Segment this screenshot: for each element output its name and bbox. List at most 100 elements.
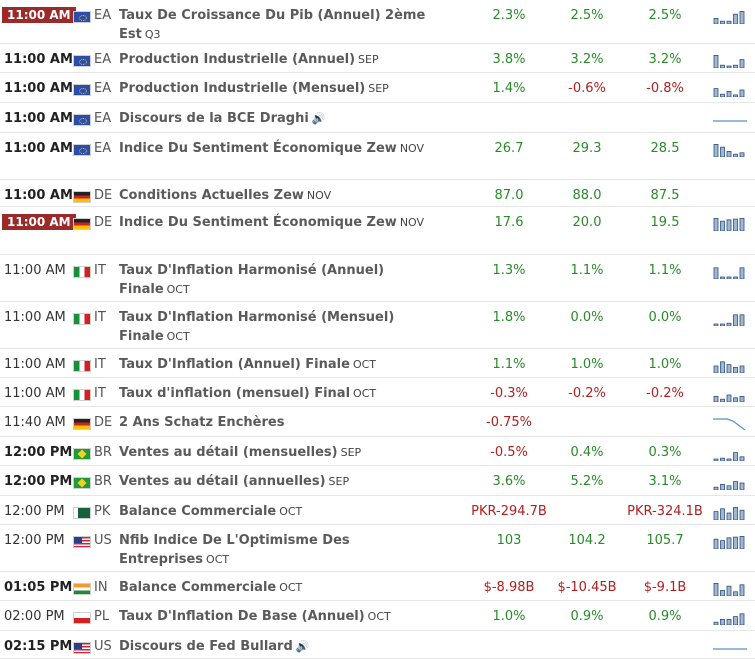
event-name[interactable]: Conditions Actuelles Zew NOV	[119, 186, 459, 205]
event-name[interactable]: Ventes au détail (mensuelles) SEP	[119, 443, 459, 462]
event-title[interactable]: Production Industrielle (Annuel)	[119, 52, 356, 67]
event-name[interactable]: Taux d'inflation (mensuel) Final OCT	[119, 384, 459, 403]
flag-eu-icon	[73, 144, 91, 156]
country-code: PL	[94, 609, 110, 624]
table-row[interactable]: 11:40 AM DE 2 Ans Schatz Enchères -0.75%	[0, 407, 755, 437]
event-title[interactable]: Production Industrielle (Mensuel)	[119, 81, 366, 96]
table-row[interactable]: 11:00 AM IT Taux D'Inflation Harmonisé (Me…	[0, 302, 755, 349]
mini-chart-icon[interactable]	[713, 504, 747, 520]
event-title[interactable]: Ventes au détail (annuelles)	[119, 474, 326, 489]
forecast-value: -0.2%	[568, 386, 606, 401]
speaker-icon[interactable]: 🔊	[295, 640, 310, 653]
table-row[interactable]: 11:00 AM IT Taux d'inflation (mensuel) Fin…	[0, 378, 755, 407]
forecast-value: 1.0%	[570, 357, 604, 372]
mini-chart-icon[interactable]	[713, 580, 747, 596]
mini-chart-icon[interactable]	[713, 639, 747, 655]
mini-chart-icon[interactable]	[713, 445, 747, 461]
mini-chart-icon[interactable]	[713, 357, 747, 373]
event-title[interactable]: Indice Du Sentiment Économique Zew	[119, 141, 397, 156]
event-period: OCT	[279, 505, 303, 518]
event-name[interactable]: Taux De Croissance Du Pib (Annuel) 2ème …	[119, 6, 459, 44]
table-row[interactable]: 11:00 AM DE Conditions Actuelles Zew NOV 87.…	[0, 180, 755, 207]
forecast-value: 5.2%	[570, 474, 604, 489]
mini-chart-icon[interactable]	[713, 263, 747, 279]
mini-chart-icon[interactable]	[713, 81, 747, 97]
event-title[interactable]: Discours de Fed Bullard	[119, 639, 293, 654]
table-row[interactable]: 11:00 AM EA Production Industrielle (Mensu…	[0, 73, 755, 103]
speaker-icon[interactable]: 🔊	[311, 112, 326, 125]
mini-chart-icon[interactable]	[713, 141, 747, 157]
mini-chart-bar	[713, 267, 719, 279]
event-title[interactable]: Taux d'inflation (mensuel) Final	[119, 386, 351, 401]
table-row[interactable]: 12:00 PM PK Balance Commerciale OCT PKR-294.…	[0, 496, 755, 525]
event-name[interactable]: Balance Commerciale OCT	[119, 502, 459, 521]
mini-chart-icon[interactable]	[713, 386, 747, 402]
event-title[interactable]: Taux De Croissance Du Pib (Annuel) 2ème …	[119, 8, 426, 42]
mini-chart-bar	[726, 394, 732, 402]
table-row[interactable]: 02:00 PM PL Taux D'Inflation De Base (Annu…	[0, 601, 755, 631]
flag-br-icon	[73, 477, 91, 489]
table-row[interactable]: 11:00 AM EA Indice Du Sentiment Économique…	[0, 133, 755, 180]
event-time: 11:00 AM	[4, 310, 66, 325]
table-row[interactable]: 11:00 AM EA Discours de la BCE Draghi 🔊	[0, 103, 755, 133]
event-title[interactable]: Balance Commerciale	[119, 504, 277, 519]
mini-chart-bar	[713, 88, 719, 97]
country-code: IN	[94, 580, 108, 595]
table-row[interactable]: 11:00 AM EA Production Industrielle (Annue…	[0, 44, 755, 73]
event-name[interactable]: Production Industrielle (Mensuel) SEP	[119, 79, 459, 98]
event-name[interactable]: Production Industrielle (Annuel) SEP	[119, 50, 459, 69]
event-title[interactable]: Taux D'Inflation Harmonisé (Annuel) Fina…	[119, 263, 385, 297]
event-time: 11:00 AM	[4, 111, 73, 126]
table-row[interactable]: 11:00 AM IT Taux D'Inflation Harmonisé (An…	[0, 255, 755, 302]
event-name[interactable]: Discours de Fed Bullard 🔊	[119, 637, 459, 656]
event-name[interactable]: Taux D'Inflation Harmonisé (Annuel) Fina…	[119, 261, 459, 299]
event-name[interactable]: Discours de la BCE Draghi 🔊	[119, 109, 459, 128]
mini-chart-icon[interactable]	[713, 188, 747, 204]
event-name[interactable]: Nfib Indice De L'Optimisme Des Entrepris…	[119, 531, 459, 569]
mini-chart-bar	[720, 146, 725, 157]
event-title[interactable]: Taux D'Inflation Harmonisé (Mensuel) Fin…	[119, 310, 395, 344]
mini-chart-icon[interactable]	[713, 310, 747, 326]
event-name[interactable]: Taux D'Inflation (Annuel) Finale OCT	[119, 355, 459, 374]
table-row[interactable]: 11:00 AM EA Taux De Croissance Du Pib (Ann…	[0, 0, 755, 44]
mini-chart-icon[interactable]	[713, 609, 747, 625]
event-title[interactable]: 2 Ans Schatz Enchères	[119, 415, 285, 430]
event-title[interactable]: Ventes au détail (mensuelles)	[119, 445, 338, 460]
table-row[interactable]: 12:00 PM BR Ventes au détail (mensuelles) S…	[0, 437, 755, 466]
event-title[interactable]: Nfib Indice De L'Optimisme Des Entrepris…	[119, 533, 350, 567]
mini-chart-icon[interactable]	[713, 52, 747, 68]
mini-chart-icon[interactable]	[713, 215, 747, 231]
event-title[interactable]: Balance Commerciale	[119, 580, 277, 595]
mini-chart-bar	[733, 218, 738, 231]
event-title[interactable]: Taux D'Inflation De Base (Annuel)	[119, 609, 365, 624]
table-row[interactable]: 11:00 AM IT Taux D'Inflation (Annuel) Fina…	[0, 349, 755, 378]
mini-chart-icon[interactable]	[713, 474, 747, 490]
mini-chart-bar	[720, 618, 725, 625]
event-time: 11:00 AM	[2, 214, 76, 230]
mini-chart-icon[interactable]	[713, 111, 747, 127]
event-name[interactable]: Balance Commerciale OCT	[119, 578, 459, 597]
event-name[interactable]: Taux D'Inflation Harmonisé (Mensuel) Fin…	[119, 308, 459, 346]
country-code: US	[94, 639, 112, 654]
table-row[interactable]: 02:15 PM US Discours de Fed Bullard 🔊	[0, 631, 755, 659]
country-code: US	[94, 533, 112, 548]
event-period: SEP	[368, 82, 389, 95]
event-name[interactable]: Ventes au détail (annuelles) SEP	[119, 472, 459, 491]
table-row[interactable]: 01:05 PM IN Balance Commerciale OCT $-8.98B $…	[0, 572, 755, 601]
event-time: 02:00 PM	[4, 609, 65, 624]
mini-chart-icon[interactable]	[713, 533, 747, 549]
event-title[interactable]: Indice Du Sentiment Économique Zew	[119, 215, 397, 230]
event-title[interactable]: Taux D'Inflation (Annuel) Finale	[119, 357, 350, 372]
mini-chart-icon[interactable]	[713, 8, 747, 24]
event-title[interactable]: Conditions Actuelles Zew	[119, 188, 304, 203]
table-row[interactable]: 11:00 AM DE Indice Du Sentiment Économique…	[0, 207, 755, 255]
event-name[interactable]: Taux D'Inflation De Base (Annuel) OCT	[119, 607, 459, 626]
forecast-value: 2.5%	[570, 8, 604, 23]
event-title[interactable]: Discours de la BCE Draghi	[119, 111, 309, 126]
mini-chart-icon[interactable]	[713, 415, 747, 431]
event-name[interactable]: 2 Ans Schatz Enchères	[119, 413, 459, 432]
table-row[interactable]: 12:00 PM BR Ventes au détail (annuelles) SE…	[0, 466, 755, 496]
event-name[interactable]: Indice Du Sentiment Économique Zew NOV	[119, 213, 459, 232]
table-row[interactable]: 12:00 PM US Nfib Indice De L'Optimisme Des…	[0, 525, 755, 572]
event-name[interactable]: Indice Du Sentiment Économique Zew NOV	[119, 139, 459, 158]
